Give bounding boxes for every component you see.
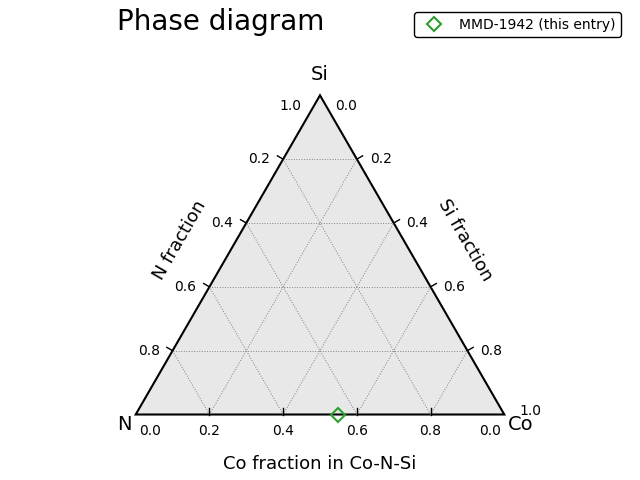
Text: Si: Si xyxy=(311,65,329,84)
Text: Co fraction in Co-N-Si: Co fraction in Co-N-Si xyxy=(223,455,417,473)
Text: 0.2: 0.2 xyxy=(370,152,392,166)
Text: Phase diagram: Phase diagram xyxy=(117,8,324,36)
Text: N fraction: N fraction xyxy=(150,197,210,283)
Text: N: N xyxy=(118,415,132,433)
Text: 1.0: 1.0 xyxy=(519,404,541,418)
Text: 0.2: 0.2 xyxy=(198,424,220,438)
Legend: MMD-1942 (this entry): MMD-1942 (this entry) xyxy=(414,12,621,37)
Text: 0.2: 0.2 xyxy=(248,152,270,166)
Polygon shape xyxy=(136,96,504,415)
Text: 0.4: 0.4 xyxy=(272,424,294,438)
Text: 0.8: 0.8 xyxy=(138,344,159,358)
Text: 1.0: 1.0 xyxy=(280,99,301,113)
Text: 0.0: 0.0 xyxy=(479,424,500,438)
Text: 0.0: 0.0 xyxy=(335,99,356,113)
Text: 0.6: 0.6 xyxy=(175,280,196,294)
Text: 0.0: 0.0 xyxy=(140,424,161,438)
Text: Co: Co xyxy=(508,415,534,433)
Text: 0.8: 0.8 xyxy=(420,424,442,438)
Text: Si fraction: Si fraction xyxy=(435,196,496,284)
Text: 0.6: 0.6 xyxy=(444,280,465,294)
Text: 0.6: 0.6 xyxy=(346,424,368,438)
Text: 0.8: 0.8 xyxy=(481,344,502,358)
Text: 0.4: 0.4 xyxy=(211,216,234,230)
Text: 0.4: 0.4 xyxy=(406,216,429,230)
